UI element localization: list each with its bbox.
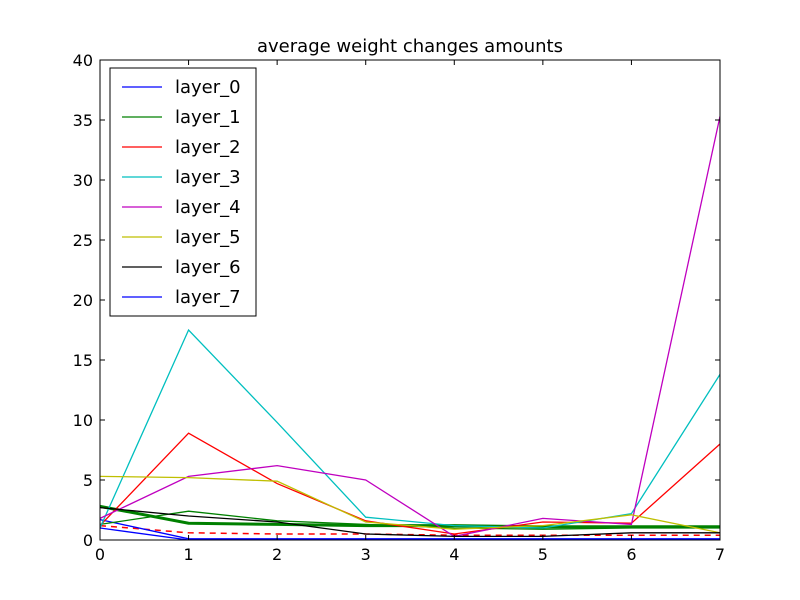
x-tick-label: 4 (449, 545, 459, 564)
legend-label: layer_4 (175, 197, 241, 218)
y-axis: 0 5 10 15 20 25 30 35 40 (73, 51, 720, 550)
x-tick-label: 7 (715, 545, 725, 564)
x-tick-label: 6 (626, 545, 636, 564)
y-tick-label: 10 (73, 411, 93, 430)
legend: layer_0 layer_1 layer_2 layer_3 layer_4layer… (109, 67, 257, 317)
series-line-layer_2 (100, 432, 720, 535)
legend-box (109, 67, 257, 317)
legend-label: layer_1 (175, 107, 241, 128)
x-tick-label: 2 (272, 545, 282, 564)
series-line-layer_5 (100, 475, 720, 534)
legend-label: layer_2 (175, 137, 241, 158)
series-line-layer_6 (100, 506, 720, 538)
y-tick-label: 20 (73, 291, 93, 310)
legend-label: layer_5 (175, 227, 241, 248)
y-tick-label: 15 (73, 351, 93, 370)
x-tick-label: 1 (183, 545, 193, 564)
x-tick-label: 3 (361, 545, 371, 564)
series-line-layer_0 (100, 518, 720, 540)
legend-label: layer_0 (175, 77, 241, 98)
x-tick-label: 5 (538, 545, 548, 564)
legend-label: layer_3 (175, 167, 241, 188)
y-tick-label: 35 (73, 111, 93, 130)
y-tick-label: 5 (83, 471, 93, 490)
x-tick-label: 0 (95, 545, 105, 564)
y-tick-label: 25 (73, 231, 93, 250)
y-tick-label: 30 (73, 171, 93, 190)
series-layer (100, 116, 720, 540)
plot-area (99, 59, 721, 541)
y-tick-label: 40 (73, 51, 93, 70)
series-line-layer_4 (100, 116, 720, 538)
series-line-layer_3 (100, 328, 720, 529)
y-tick-label: 0 (83, 531, 93, 550)
chart-title: average weight changes amounts (257, 36, 563, 57)
legend-label: layer_6 (175, 257, 241, 278)
legend-label: layer_7 (175, 287, 241, 308)
x-axis: 0 1 2 3 4 5 6 7 (95, 60, 725, 564)
